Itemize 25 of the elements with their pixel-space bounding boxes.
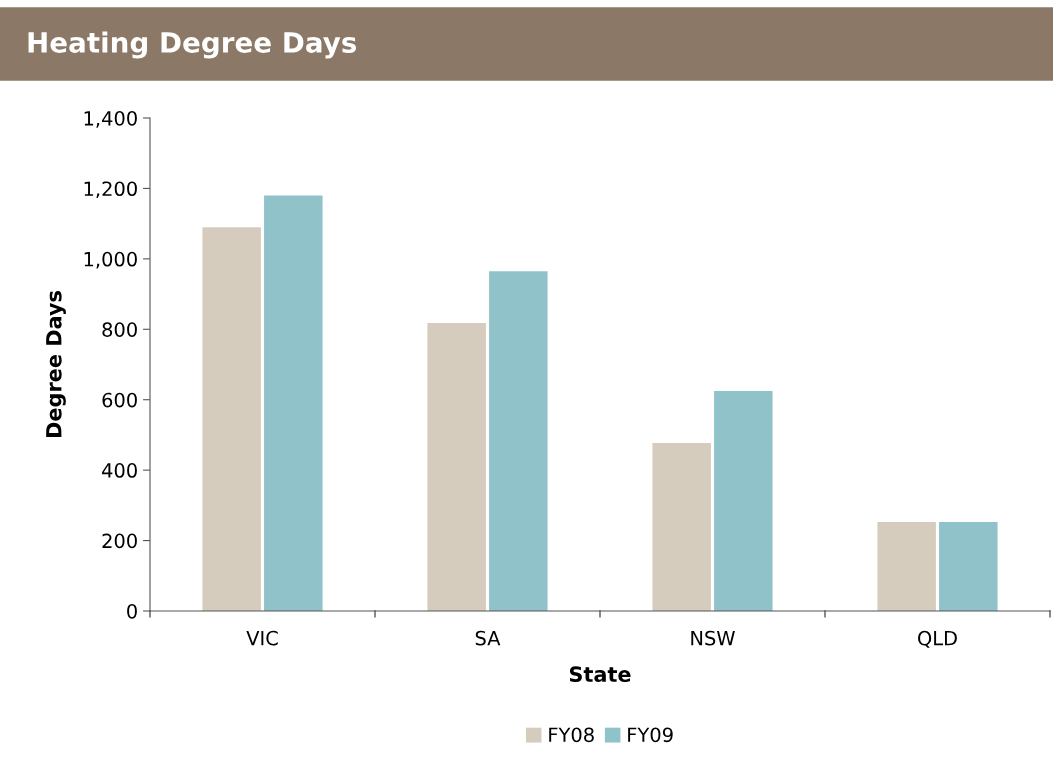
- legend-label: FY08: [549, 727, 594, 743]
- bar: [939, 521, 998, 611]
- bar: [264, 195, 323, 611]
- x-axis-title: State: [569, 666, 631, 683]
- y-tick-label: 800: [102, 322, 137, 337]
- y-tick-label: 400: [102, 463, 137, 478]
- bar: [877, 521, 936, 611]
- bar: [652, 443, 711, 611]
- bar: [427, 322, 486, 611]
- bar: [202, 227, 261, 611]
- x-tick-label: NSW: [691, 630, 735, 646]
- y-axis-title: Degree Days: [46, 291, 66, 437]
- x-tick-label: VIC: [246, 630, 278, 646]
- legend-label: FY09: [628, 727, 673, 743]
- x-tick-label: QLD: [918, 630, 957, 648]
- y-tick-label: 600: [102, 392, 137, 408]
- y-tick-label: 0: [127, 603, 137, 619]
- bar: [714, 390, 773, 611]
- y-tick-label: 1,200: [84, 181, 137, 199]
- bar: [489, 271, 548, 611]
- x-tick-label: SA: [475, 630, 501, 646]
- y-tick-label: 1,400: [84, 110, 137, 128]
- y-tick-label: 1,000: [84, 251, 137, 269]
- chart-title: Heating Degree Days: [28, 31, 357, 59]
- y-tick-label: 200: [102, 533, 137, 549]
